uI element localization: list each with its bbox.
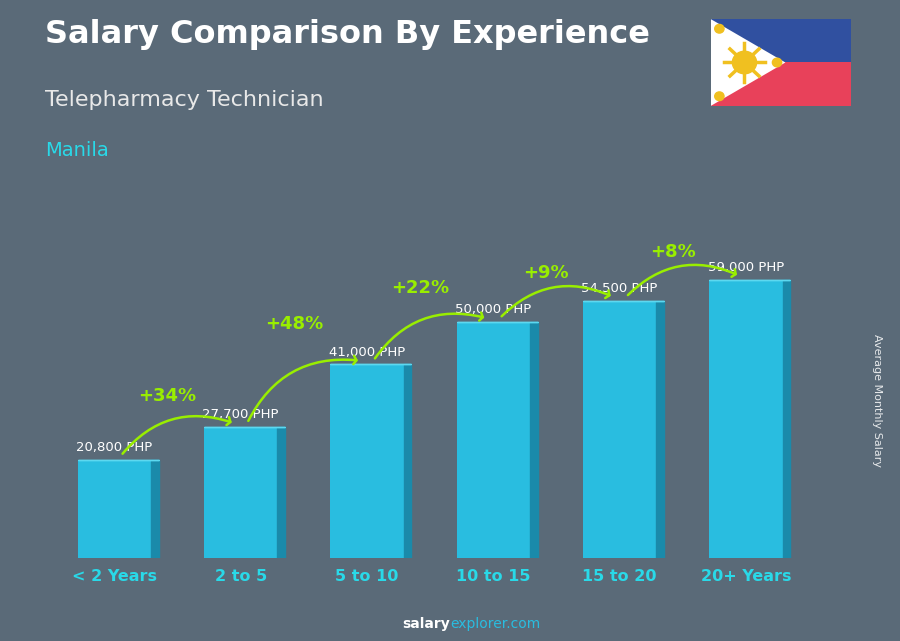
Bar xyxy=(77,460,151,558)
Polygon shape xyxy=(656,301,664,558)
Circle shape xyxy=(715,24,724,33)
Text: 54,500 PHP: 54,500 PHP xyxy=(581,282,658,295)
Text: 41,000 PHP: 41,000 PHP xyxy=(328,345,405,359)
Bar xyxy=(456,322,530,558)
Text: +48%: +48% xyxy=(265,315,323,333)
Circle shape xyxy=(772,58,782,67)
Text: 27,700 PHP: 27,700 PHP xyxy=(202,408,279,422)
Polygon shape xyxy=(782,279,790,558)
Text: Salary Comparison By Experience: Salary Comparison By Experience xyxy=(45,19,650,50)
Bar xyxy=(204,427,277,558)
Text: salary: salary xyxy=(402,617,450,631)
Text: 59,000 PHP: 59,000 PHP xyxy=(707,261,784,274)
Text: 50,000 PHP: 50,000 PHP xyxy=(455,303,532,317)
Bar xyxy=(711,19,850,62)
Polygon shape xyxy=(711,19,786,106)
Text: +34%: +34% xyxy=(139,387,196,405)
Text: +8%: +8% xyxy=(650,243,696,261)
Text: explorer.com: explorer.com xyxy=(450,617,540,631)
Text: 20,800 PHP: 20,800 PHP xyxy=(76,441,153,454)
Text: Average Monthly Salary: Average Monthly Salary xyxy=(872,334,883,467)
Text: +22%: +22% xyxy=(391,279,449,297)
Polygon shape xyxy=(404,365,411,558)
Polygon shape xyxy=(151,460,158,558)
Polygon shape xyxy=(277,427,285,558)
Bar xyxy=(330,365,404,558)
Circle shape xyxy=(733,51,757,74)
Text: Telepharmacy Technician: Telepharmacy Technician xyxy=(45,90,324,110)
Polygon shape xyxy=(530,322,537,558)
Text: Manila: Manila xyxy=(45,141,109,160)
Circle shape xyxy=(715,92,724,101)
Text: +9%: +9% xyxy=(524,264,569,282)
Bar xyxy=(711,62,850,106)
Bar xyxy=(709,279,782,558)
Bar xyxy=(583,301,656,558)
